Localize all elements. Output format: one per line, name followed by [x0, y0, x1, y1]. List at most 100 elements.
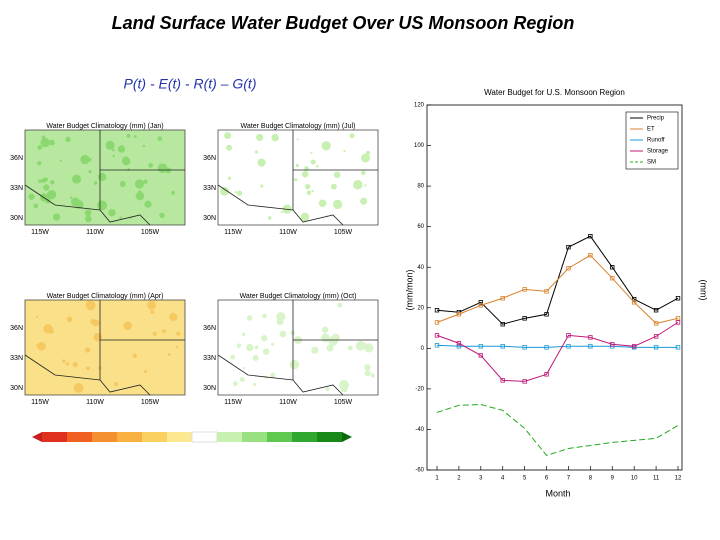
map-patch	[360, 170, 366, 176]
map-patch	[40, 137, 50, 148]
legend-frame	[625, 111, 679, 170]
map-patch	[85, 300, 96, 311]
x-tick-label: 7	[567, 476, 571, 482]
map-patch	[119, 180, 126, 188]
map-patch	[262, 348, 270, 355]
y-tick-label: 20	[417, 305, 424, 311]
map-patch	[340, 385, 348, 393]
x-tick-label: 12	[675, 476, 682, 482]
map-patch	[271, 133, 279, 142]
map-patch	[246, 315, 253, 321]
map-patch	[41, 177, 47, 183]
data-point	[478, 303, 484, 308]
map-patch	[321, 141, 331, 151]
x-tick-label: 3	[479, 476, 483, 482]
map-patch	[256, 133, 264, 141]
map-frame	[217, 129, 379, 226]
map-patch	[52, 213, 61, 221]
map-patch	[143, 179, 148, 184]
map-patch	[135, 191, 145, 201]
map-patch	[361, 153, 370, 163]
x-tick-label: 10	[631, 476, 638, 482]
map-patch	[343, 149, 346, 153]
map-patch	[332, 199, 343, 210]
map-patch	[280, 210, 283, 214]
map-patch	[220, 186, 230, 196]
data-point	[588, 233, 593, 239]
map-lat-label: 36N	[10, 155, 23, 162]
map-patch	[43, 324, 53, 334]
map-title: Water Budget Climatology (mm) (Jul)	[241, 123, 356, 130]
map-patch	[66, 316, 73, 323]
map-patch	[370, 373, 375, 378]
map-patch	[117, 145, 126, 153]
map-border	[217, 354, 344, 396]
map-patch	[234, 190, 237, 194]
data-point	[478, 344, 484, 349]
y-tick-label: 120	[414, 103, 425, 109]
map-patch	[105, 140, 115, 150]
map-patch	[347, 345, 353, 351]
data-point	[588, 344, 593, 349]
map-patch	[295, 163, 300, 168]
data-point	[675, 345, 681, 350]
map-patch	[69, 196, 73, 199]
map-patch	[37, 341, 46, 351]
data-point	[456, 344, 462, 349]
y-tick-label: 60	[417, 224, 424, 230]
map-lat-label: 30N	[203, 385, 216, 392]
map-title: Water Budget Climatology (mm) (Oct)	[240, 293, 357, 300]
map-patch	[43, 184, 50, 191]
colorbar-box	[317, 432, 342, 442]
map-patch	[236, 343, 242, 348]
map-patch	[176, 331, 181, 336]
colorbar-box	[217, 432, 242, 442]
data-point	[522, 287, 527, 292]
map-lat-label: 33N	[203, 355, 216, 362]
map-patch	[305, 183, 311, 190]
map-patch	[262, 313, 267, 319]
map-patch	[257, 158, 266, 167]
legend-label: Runoff	[647, 138, 665, 144]
map-patch	[175, 345, 179, 349]
data-point	[434, 308, 440, 313]
map-patch	[246, 343, 254, 352]
map-patch	[134, 179, 145, 189]
data-point	[522, 345, 527, 350]
map-patch	[227, 176, 232, 180]
series-line	[436, 404, 679, 456]
map-patch	[301, 170, 309, 178]
map-patch	[337, 302, 343, 308]
map-patch	[310, 159, 316, 165]
map-patch	[306, 190, 312, 196]
data-point	[610, 275, 615, 281]
map-patch	[167, 353, 171, 357]
data-point	[544, 345, 549, 350]
map-patch	[37, 145, 43, 150]
map-patch	[330, 183, 337, 190]
map-patch	[85, 215, 92, 223]
data-point	[500, 378, 505, 383]
map-patch	[364, 343, 374, 353]
series-line	[436, 321, 679, 382]
map-patch	[333, 171, 341, 179]
colorbar-box	[292, 432, 317, 442]
map-patch	[236, 190, 243, 196]
data-point	[566, 344, 571, 349]
colorbar-box	[42, 432, 67, 442]
data-point	[675, 316, 681, 321]
data-point	[610, 265, 615, 270]
map-lon-label: 110W	[279, 399, 297, 406]
map-lon-label: 115W	[31, 399, 49, 406]
data-point	[653, 308, 659, 313]
map-patch	[80, 154, 90, 165]
map-patch	[119, 216, 123, 220]
map-lon-label: 110W	[279, 229, 297, 236]
map-patch	[132, 353, 138, 359]
data-point	[500, 322, 505, 327]
map-patch	[276, 318, 284, 326]
y-tick-label: 40	[417, 265, 424, 271]
map-patch	[50, 179, 55, 185]
data-point	[675, 296, 681, 301]
